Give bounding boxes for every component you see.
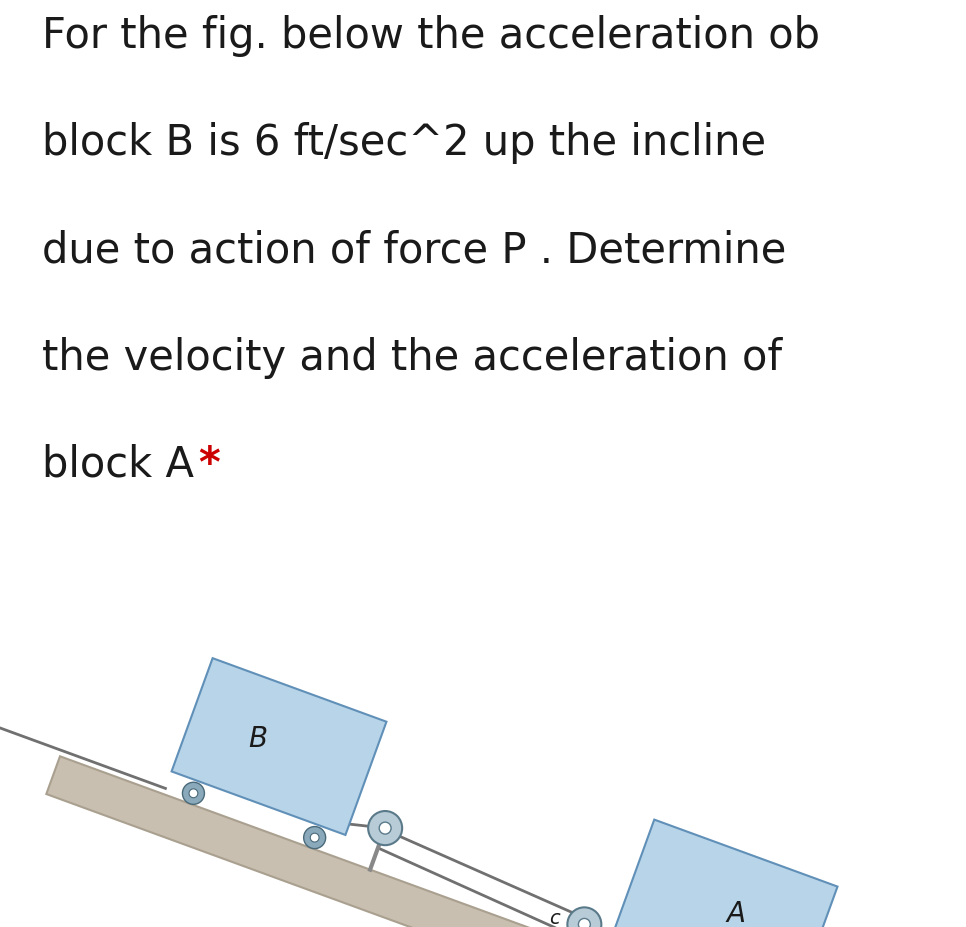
- Circle shape: [189, 789, 198, 798]
- Text: block B is 6 ft/sec^2 up the incline: block B is 6 ft/sec^2 up the incline: [42, 122, 766, 164]
- Circle shape: [310, 833, 319, 842]
- Text: For the fig. below the acceleration ob: For the fig. below the acceleration ob: [42, 16, 819, 57]
- Polygon shape: [172, 658, 386, 835]
- Text: block A: block A: [42, 444, 207, 486]
- Text: B: B: [248, 725, 268, 753]
- Circle shape: [368, 811, 402, 845]
- Text: *: *: [198, 444, 220, 486]
- Circle shape: [380, 822, 391, 834]
- Text: due to action of force P . Determine: due to action of force P . Determine: [42, 229, 786, 272]
- Circle shape: [183, 782, 205, 805]
- Circle shape: [303, 827, 326, 848]
- Circle shape: [567, 908, 602, 927]
- Circle shape: [579, 919, 590, 927]
- Text: c: c: [549, 909, 560, 927]
- Text: the velocity and the acceleration of: the velocity and the acceleration of: [42, 337, 781, 378]
- Polygon shape: [613, 819, 838, 927]
- Text: A: A: [726, 900, 746, 927]
- Polygon shape: [46, 756, 877, 927]
